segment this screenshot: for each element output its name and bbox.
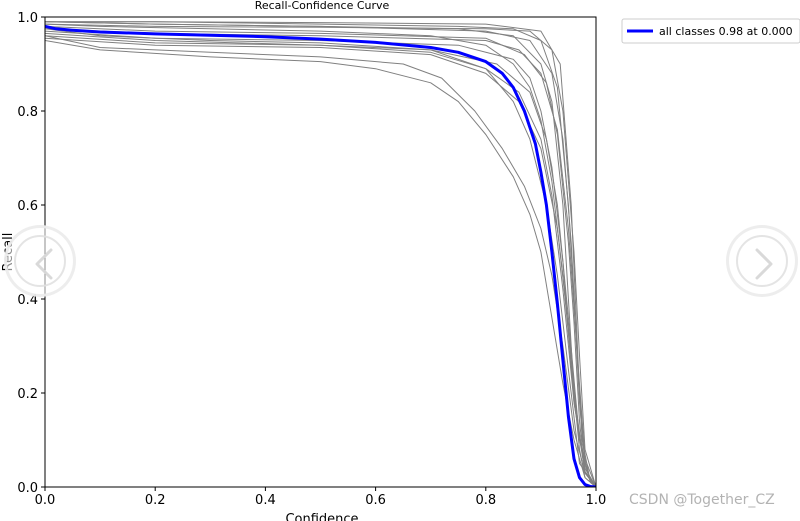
x-tick-label: 0.8 [475, 493, 496, 508]
y-tick-label: 0.4 [17, 293, 38, 308]
legend-box [621, 18, 800, 44]
next-button-ring [736, 235, 788, 287]
series-line-class-5 [45, 21, 596, 487]
prev-button-ring [14, 235, 66, 287]
series-line-class-3 [45, 28, 596, 487]
series-line-class-9 [45, 25, 596, 487]
x-axis-label: Confidence [285, 512, 358, 521]
legend: all classes 0.98 at 0.000 [621, 18, 800, 44]
series-line-class-10 [45, 21, 596, 487]
series-line-class-2 [45, 35, 596, 487]
watermark-text: CSDN @Together_CZ [629, 492, 775, 508]
series-line-class-4 [45, 23, 596, 487]
x-tick-label: 0.4 [255, 493, 276, 508]
y-tick-label: 0.6 [17, 199, 38, 214]
x-tick-label: 0.0 [35, 493, 56, 508]
series-line-all-classes [45, 24, 596, 487]
series-line-class-11 [45, 35, 596, 487]
next-image-button[interactable] [726, 225, 798, 297]
series-line-class-12 [45, 28, 596, 487]
chevron-left-icon [35, 248, 53, 280]
x-tick-label: 1.0 [586, 493, 607, 508]
y-tick-label: 0.8 [17, 105, 38, 120]
series-line-class-1 [45, 40, 596, 487]
series-line-class-15 [45, 21, 596, 487]
y-tick-label: 0.0 [17, 481, 38, 496]
legend-label-all-classes: all classes 0.98 at 0.000 [659, 25, 793, 38]
series-line-class-13 [45, 23, 596, 487]
x-tick-label: 0.6 [365, 493, 386, 508]
y-tick-label: 1.0 [17, 11, 38, 26]
ticks-layer: 0.0 0.2 0.4 0.6 0.8 1.0 0.0 0.2 0.4 0.6 0.8 1.0 [17, 11, 606, 508]
x-tick-label: 0.2 [145, 493, 166, 508]
series-line-class-14 [45, 37, 596, 487]
curves-layer [45, 21, 596, 487]
y-tick-label: 0.2 [17, 387, 38, 402]
chevron-right-icon [755, 248, 773, 280]
series-line-class-7 [45, 21, 596, 487]
series-line-class-6 [45, 30, 596, 487]
prev-image-button[interactable] [4, 225, 76, 297]
chart-title: Recall-Confidence Curve [255, 0, 390, 12]
